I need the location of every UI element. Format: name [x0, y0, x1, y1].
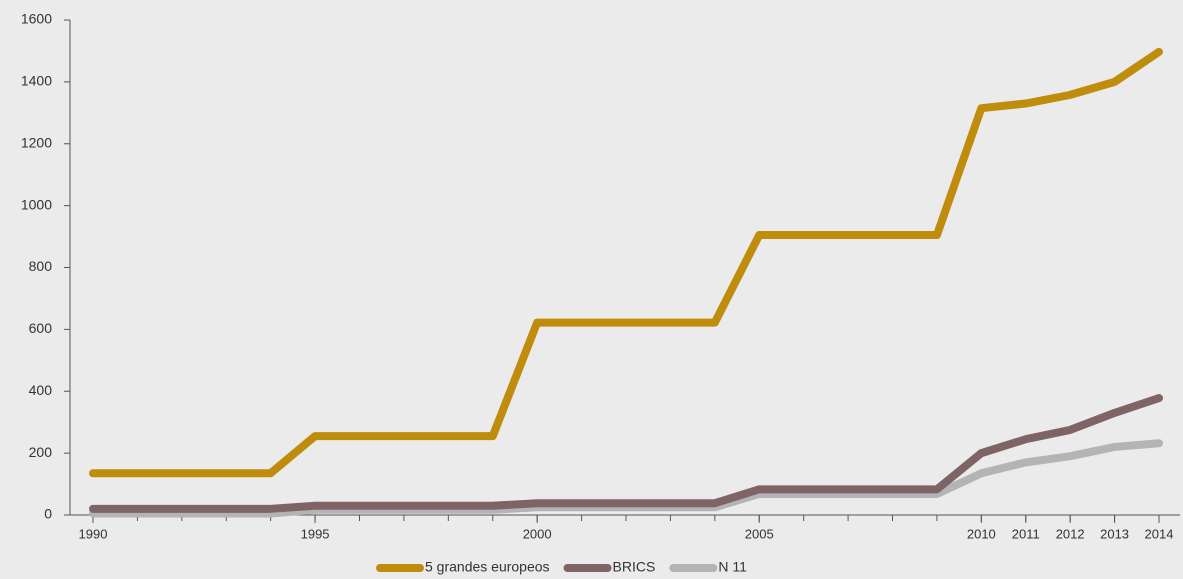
line — [89, 47, 1163, 478]
line — [89, 439, 1163, 518]
x-tick-label: 2000 — [523, 526, 552, 541]
y-tick-label: 800 — [29, 258, 53, 274]
x-tick-label: 2011 — [1012, 526, 1040, 541]
line — [89, 394, 1163, 513]
y-tick-label: 1200 — [21, 134, 52, 150]
legend-label: BRICS — [613, 559, 656, 575]
y-tick-label: 1400 — [21, 73, 52, 89]
y-tick-label: 200 — [29, 444, 53, 460]
x-tick-label: 2010 — [967, 526, 996, 541]
y-tick-label: 1600 — [21, 11, 52, 27]
y-tick-label: 1000 — [21, 196, 52, 212]
x-tick-label: 1995 — [301, 526, 330, 541]
x-tick-label: 2005 — [745, 526, 774, 541]
x-tick-label: 2013 — [1100, 526, 1129, 541]
legend-label: 5 grandes europeos — [425, 559, 550, 575]
y-tick-label: 0 — [44, 506, 52, 522]
y-tick-label: 600 — [29, 320, 53, 336]
x-tick-label: 2014 — [1145, 526, 1174, 541]
y-tick-label: 400 — [29, 382, 53, 398]
x-tick-label: 1990 — [79, 526, 108, 541]
legend-label: N 11 — [718, 559, 747, 575]
x-tick-label: 2012 — [1056, 526, 1085, 541]
